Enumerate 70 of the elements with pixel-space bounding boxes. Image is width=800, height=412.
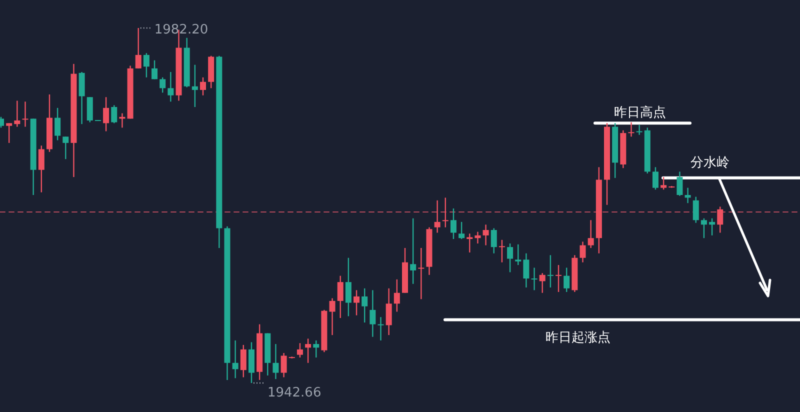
candlestick bbox=[660, 176, 667, 190]
candlestick bbox=[168, 71, 174, 102]
candlestick bbox=[54, 107, 61, 141]
candlestick bbox=[490, 228, 497, 254]
candlestick bbox=[539, 272, 546, 294]
candlestick bbox=[692, 196, 699, 224]
candlestick bbox=[531, 267, 538, 291]
candlestick bbox=[280, 352, 287, 378]
candlestick bbox=[313, 340, 320, 358]
candlestick bbox=[684, 187, 691, 204]
candlestick bbox=[103, 96, 110, 132]
candlestick bbox=[272, 343, 279, 380]
candlestick bbox=[636, 124, 642, 136]
candlestick bbox=[378, 316, 384, 342]
candlestick bbox=[248, 342, 254, 384]
candlestick bbox=[498, 239, 505, 263]
candlestick bbox=[676, 171, 683, 196]
candlestick bbox=[370, 290, 376, 338]
candlestick bbox=[152, 60, 158, 80]
candlestick bbox=[200, 76, 206, 96]
candlestick bbox=[14, 100, 20, 128]
candlestick bbox=[523, 252, 530, 288]
candlestick bbox=[547, 254, 554, 288]
candlestick bbox=[709, 218, 716, 236]
candlestick bbox=[296, 342, 303, 358]
candlestick bbox=[458, 221, 465, 240]
ref-line-label: 昨日起涨点 bbox=[546, 330, 610, 346]
candlestick bbox=[354, 290, 360, 316]
candlestick bbox=[305, 338, 312, 364]
candlestick bbox=[580, 241, 586, 263]
candlestick bbox=[135, 27, 142, 69]
ref-line-label: 昨日高点 bbox=[614, 104, 666, 121]
candlestick bbox=[232, 340, 238, 379]
candlestick bbox=[362, 288, 368, 324]
candlestick bbox=[240, 344, 246, 378]
candlestick bbox=[588, 220, 594, 249]
candlestick bbox=[329, 298, 336, 336]
candlestick bbox=[337, 275, 344, 319]
ref-line-label: 分水岭 bbox=[690, 155, 730, 170]
candlestick bbox=[38, 145, 44, 193]
candlestick bbox=[418, 247, 424, 300]
candlestick bbox=[474, 231, 481, 244]
candlestick bbox=[700, 218, 707, 239]
annotation: 1982.20 bbox=[154, 22, 208, 38]
candlestick bbox=[22, 101, 28, 128]
candlestick bbox=[6, 122, 12, 144]
candlestick bbox=[143, 52, 150, 78]
text: 1942.66 bbox=[267, 386, 322, 401]
candlestick bbox=[111, 104, 118, 124]
candlestick bbox=[386, 288, 392, 336]
candlestick bbox=[564, 267, 570, 293]
candlestick bbox=[345, 257, 352, 317]
candlestick bbox=[652, 166, 658, 190]
candlestick bbox=[62, 136, 69, 160]
candlestick bbox=[507, 242, 514, 273]
candlestick bbox=[556, 264, 562, 293]
candlestick bbox=[466, 233, 473, 254]
candlestick bbox=[410, 218, 416, 284]
candlestick bbox=[394, 278, 400, 312]
candlestick bbox=[482, 224, 489, 246]
candlestick bbox=[86, 96, 93, 123]
candlestick bbox=[192, 64, 198, 108]
candlestick bbox=[717, 206, 724, 234]
candlestick bbox=[160, 76, 166, 94]
candlestick bbox=[78, 71, 85, 125]
candlestick bbox=[628, 122, 634, 138]
candlestick bbox=[515, 244, 522, 266]
candlestick bbox=[434, 200, 440, 234]
candlestick bbox=[442, 197, 448, 228]
candlestick bbox=[450, 208, 456, 240]
